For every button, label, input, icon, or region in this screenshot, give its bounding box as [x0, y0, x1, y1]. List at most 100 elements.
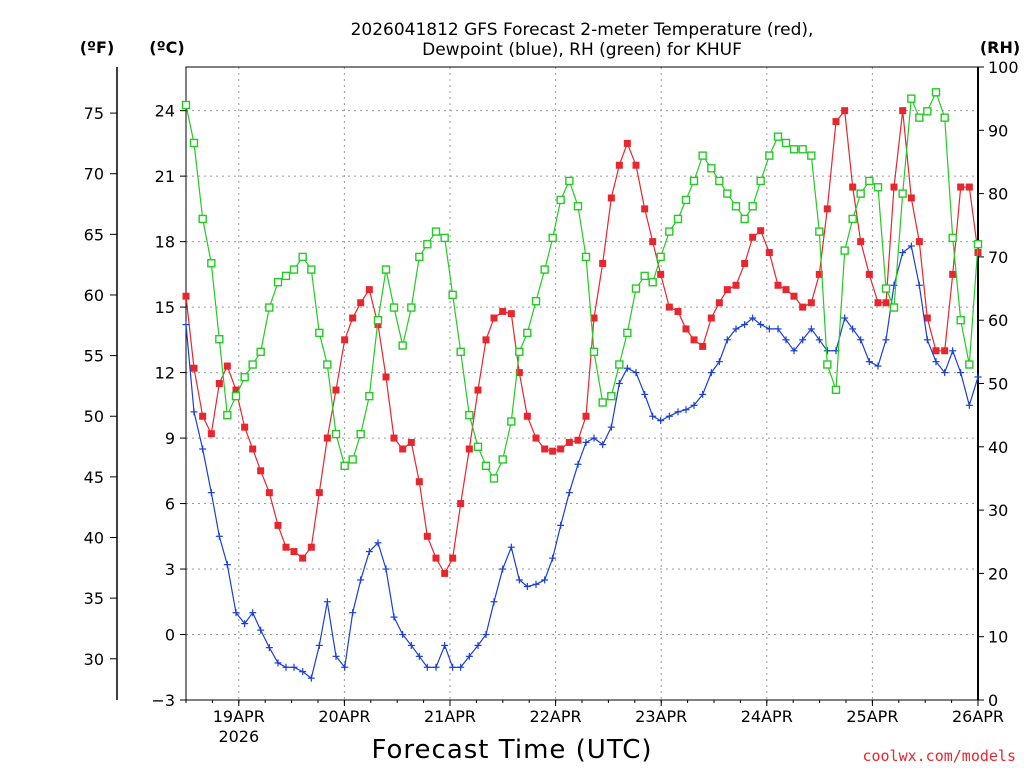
data-point: [957, 183, 965, 191]
data-point: [515, 347, 524, 357]
data-point: [232, 386, 240, 394]
data-point: [881, 284, 891, 293]
data-point: [749, 233, 757, 241]
data-point: [641, 390, 649, 398]
data-point: [365, 548, 373, 556]
data-point: [565, 176, 574, 186]
data-point: [507, 417, 516, 426]
data-point: [365, 286, 373, 294]
data-point: [390, 613, 398, 621]
data-point: [298, 252, 307, 262]
data-point: [707, 164, 716, 173]
data-point: [441, 641, 449, 649]
data-point: [199, 412, 207, 420]
data-point: [757, 321, 765, 329]
data-point: [299, 668, 307, 676]
data-point: [682, 325, 690, 333]
data-point: [657, 417, 665, 425]
data-point: [623, 364, 631, 372]
data-point: [807, 299, 815, 307]
data-point: [607, 194, 615, 202]
data-point: [207, 489, 215, 497]
data-point: [199, 445, 207, 453]
rh-tick-label: 10: [988, 628, 1008, 647]
data-point: [849, 325, 857, 333]
data-point: [974, 373, 982, 381]
data-point: [632, 369, 640, 377]
data-point: [965, 183, 973, 191]
data-point: [465, 445, 473, 453]
data-point: [949, 270, 957, 278]
x-tick-label: 26APR: [952, 707, 1004, 726]
data-point: [923, 314, 931, 322]
data-point: [423, 663, 431, 671]
data-point: [223, 362, 231, 370]
fahrenheit-tick-label: 75: [84, 104, 104, 123]
data-point: [974, 249, 982, 257]
data-point: [349, 609, 357, 617]
data-point: [648, 278, 657, 287]
data-point: [799, 336, 807, 344]
data-point: [249, 609, 257, 617]
data-point: [307, 265, 316, 274]
data-point: [765, 325, 773, 333]
data-point: [232, 609, 240, 617]
data-point: [857, 238, 865, 246]
data-point: [282, 663, 290, 671]
data-point: [815, 336, 823, 344]
x-tick-label: 25APR: [846, 707, 898, 726]
data-point: [690, 336, 698, 344]
data-point: [482, 631, 490, 639]
data-point: [515, 576, 523, 584]
y-axis-celsius-unit: (ºC): [149, 38, 184, 57]
data-point: [257, 626, 265, 634]
data-point: [332, 386, 340, 394]
data-point: [541, 445, 549, 453]
data-point: [682, 406, 690, 414]
credit-text: coolwx.com/models: [862, 747, 1016, 765]
x-tick-label: 20APR: [318, 707, 370, 726]
data-point: [681, 195, 691, 205]
series-line: [185, 244, 979, 680]
x-tick-label: 19APR: [213, 707, 265, 726]
data-point: [315, 489, 323, 497]
data-point: [790, 347, 798, 355]
data-point: [865, 358, 873, 366]
data-point: [856, 189, 865, 198]
data-point: [289, 265, 299, 274]
data-point: [331, 429, 341, 439]
data-point: [907, 242, 915, 250]
data-point: [673, 214, 683, 224]
data-point: [540, 265, 549, 274]
rh-tick-label: 0: [988, 691, 998, 710]
data-point: [631, 284, 641, 293]
data-point: [515, 369, 523, 377]
data-point: [556, 195, 565, 205]
x-tick-sublabel: 2026: [218, 727, 259, 746]
rh-tick-label: 70: [988, 248, 1008, 267]
data-point: [823, 347, 831, 355]
data-point: [757, 227, 765, 235]
data-point: [732, 281, 740, 289]
rh-tick-label: 50: [988, 375, 1008, 394]
data-point: [507, 543, 515, 551]
data-point: [432, 554, 440, 562]
data-point: [465, 652, 473, 660]
data-point: [456, 347, 465, 357]
celsius-tick-label: 21: [155, 167, 175, 186]
data-point: [231, 391, 241, 401]
data-point: [815, 270, 823, 278]
data-point: [523, 582, 531, 590]
data-point: [590, 314, 598, 322]
data-point: [341, 663, 349, 671]
data-point: [523, 412, 531, 420]
data-point: [341, 336, 349, 344]
celsius-tick-label: 18: [155, 233, 175, 252]
data-point: [615, 360, 624, 369]
data-point: [274, 521, 282, 529]
data-point: [723, 336, 731, 344]
data-point: [241, 620, 249, 628]
celsius-tick-label: 9: [165, 429, 175, 448]
fahrenheit-tick-label: 70: [84, 165, 104, 184]
